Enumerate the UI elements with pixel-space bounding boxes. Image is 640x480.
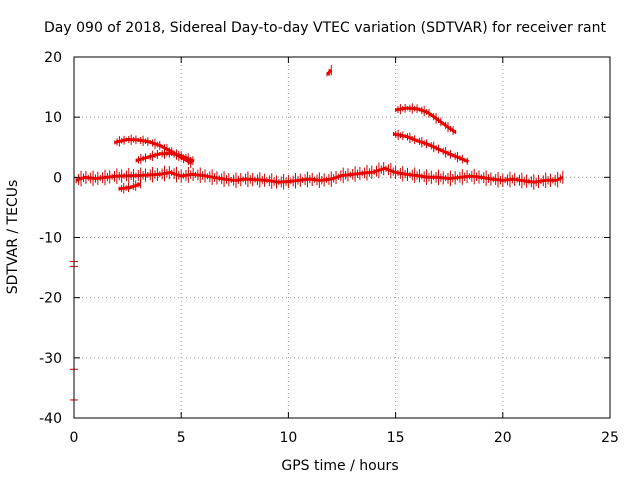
grid-lines — [74, 57, 610, 418]
data-series-arc-1 — [114, 137, 193, 165]
data-series-arc-3 — [118, 182, 141, 191]
x-tick-label: 20 — [494, 430, 512, 446]
y-tick-label: 10 — [44, 110, 62, 126]
y-tick-label: 0 — [53, 170, 62, 186]
y-tick-label: 20 — [44, 50, 62, 66]
data-layer — [70, 65, 564, 402]
y-tick-label: -10 — [39, 231, 62, 247]
data-series-arc-5 — [395, 106, 457, 134]
x-tick-label: 10 — [279, 430, 297, 446]
data-series-arc-6 — [393, 132, 470, 164]
y-axis-label: SDTVAR / TECUs — [5, 180, 21, 295]
y-tick-label: -40 — [39, 411, 62, 427]
x-tick-label: 25 — [601, 430, 619, 446]
x-tick-label: 15 — [387, 430, 405, 446]
chart-title: Day 090 of 2018, Sidereal Day-to-day VTE… — [44, 20, 606, 36]
x-tick-label: 5 — [177, 430, 186, 446]
axis-ticks: 0 5 10 15 20 25 -40 -30 -20 -10 0 10 20 — [39, 50, 619, 446]
y-tick-label: -20 — [39, 291, 62, 307]
y-tick-label: -30 — [39, 351, 62, 367]
x-tick-label: 0 — [70, 430, 79, 446]
x-axis-label: GPS time / hours — [281, 458, 398, 474]
